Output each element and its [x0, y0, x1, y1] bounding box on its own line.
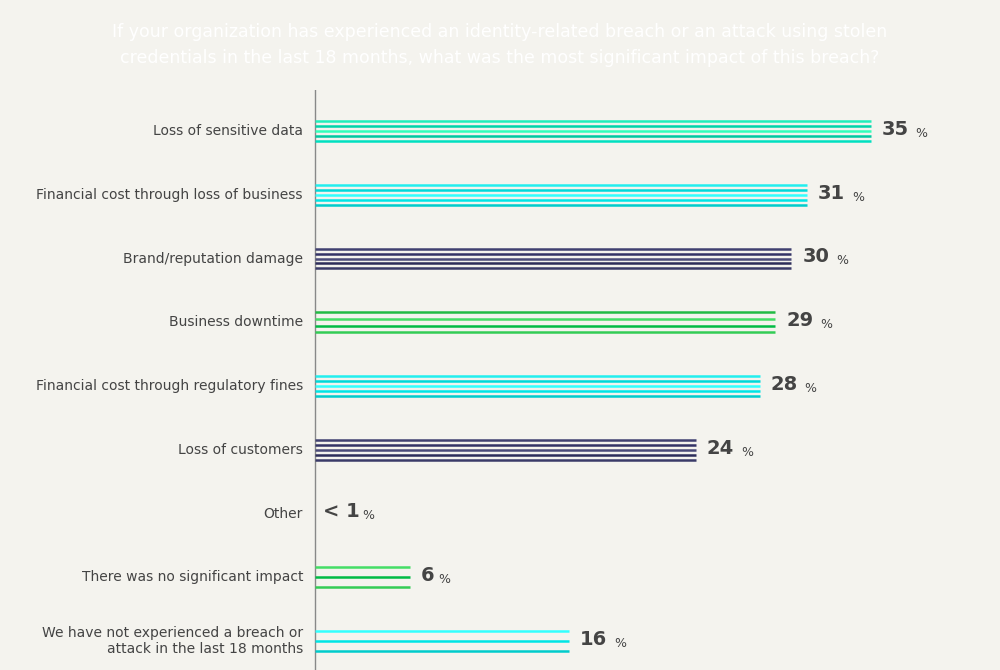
- Text: %: %: [362, 509, 374, 523]
- Text: %: %: [614, 637, 626, 650]
- Text: There was no significant impact: There was no significant impact: [82, 570, 303, 584]
- Text: Financial cost through regulatory fines: Financial cost through regulatory fines: [36, 379, 303, 393]
- Text: Financial cost through loss of business: Financial cost through loss of business: [36, 188, 303, 202]
- Text: Loss of sensitive data: Loss of sensitive data: [153, 124, 303, 138]
- Text: If your organization has experienced an identity-related breach or an attack usi: If your organization has experienced an …: [112, 23, 888, 68]
- Text: 16: 16: [580, 630, 607, 649]
- Text: 6: 6: [421, 566, 435, 585]
- Text: %: %: [820, 318, 832, 331]
- Text: Brand/reputation damage: Brand/reputation damage: [123, 251, 303, 265]
- Text: %: %: [916, 127, 928, 140]
- Text: 24: 24: [707, 439, 734, 458]
- Text: Business downtime: Business downtime: [169, 316, 303, 329]
- Text: %: %: [852, 190, 864, 204]
- Text: 29: 29: [786, 311, 813, 330]
- Text: 35: 35: [882, 120, 909, 139]
- Text: We have not experienced a breach or
attack in the last 18 months: We have not experienced a breach or atta…: [42, 626, 303, 656]
- Text: %: %: [741, 446, 753, 458]
- Text: %: %: [836, 255, 848, 267]
- Text: %: %: [438, 573, 450, 586]
- Text: < 1: < 1: [323, 502, 360, 521]
- Text: Other: Other: [264, 507, 303, 521]
- Text: 30: 30: [802, 247, 829, 266]
- Text: Loss of customers: Loss of customers: [178, 443, 303, 457]
- Text: %: %: [804, 382, 816, 395]
- Text: 28: 28: [770, 375, 798, 394]
- Text: 31: 31: [818, 184, 845, 202]
